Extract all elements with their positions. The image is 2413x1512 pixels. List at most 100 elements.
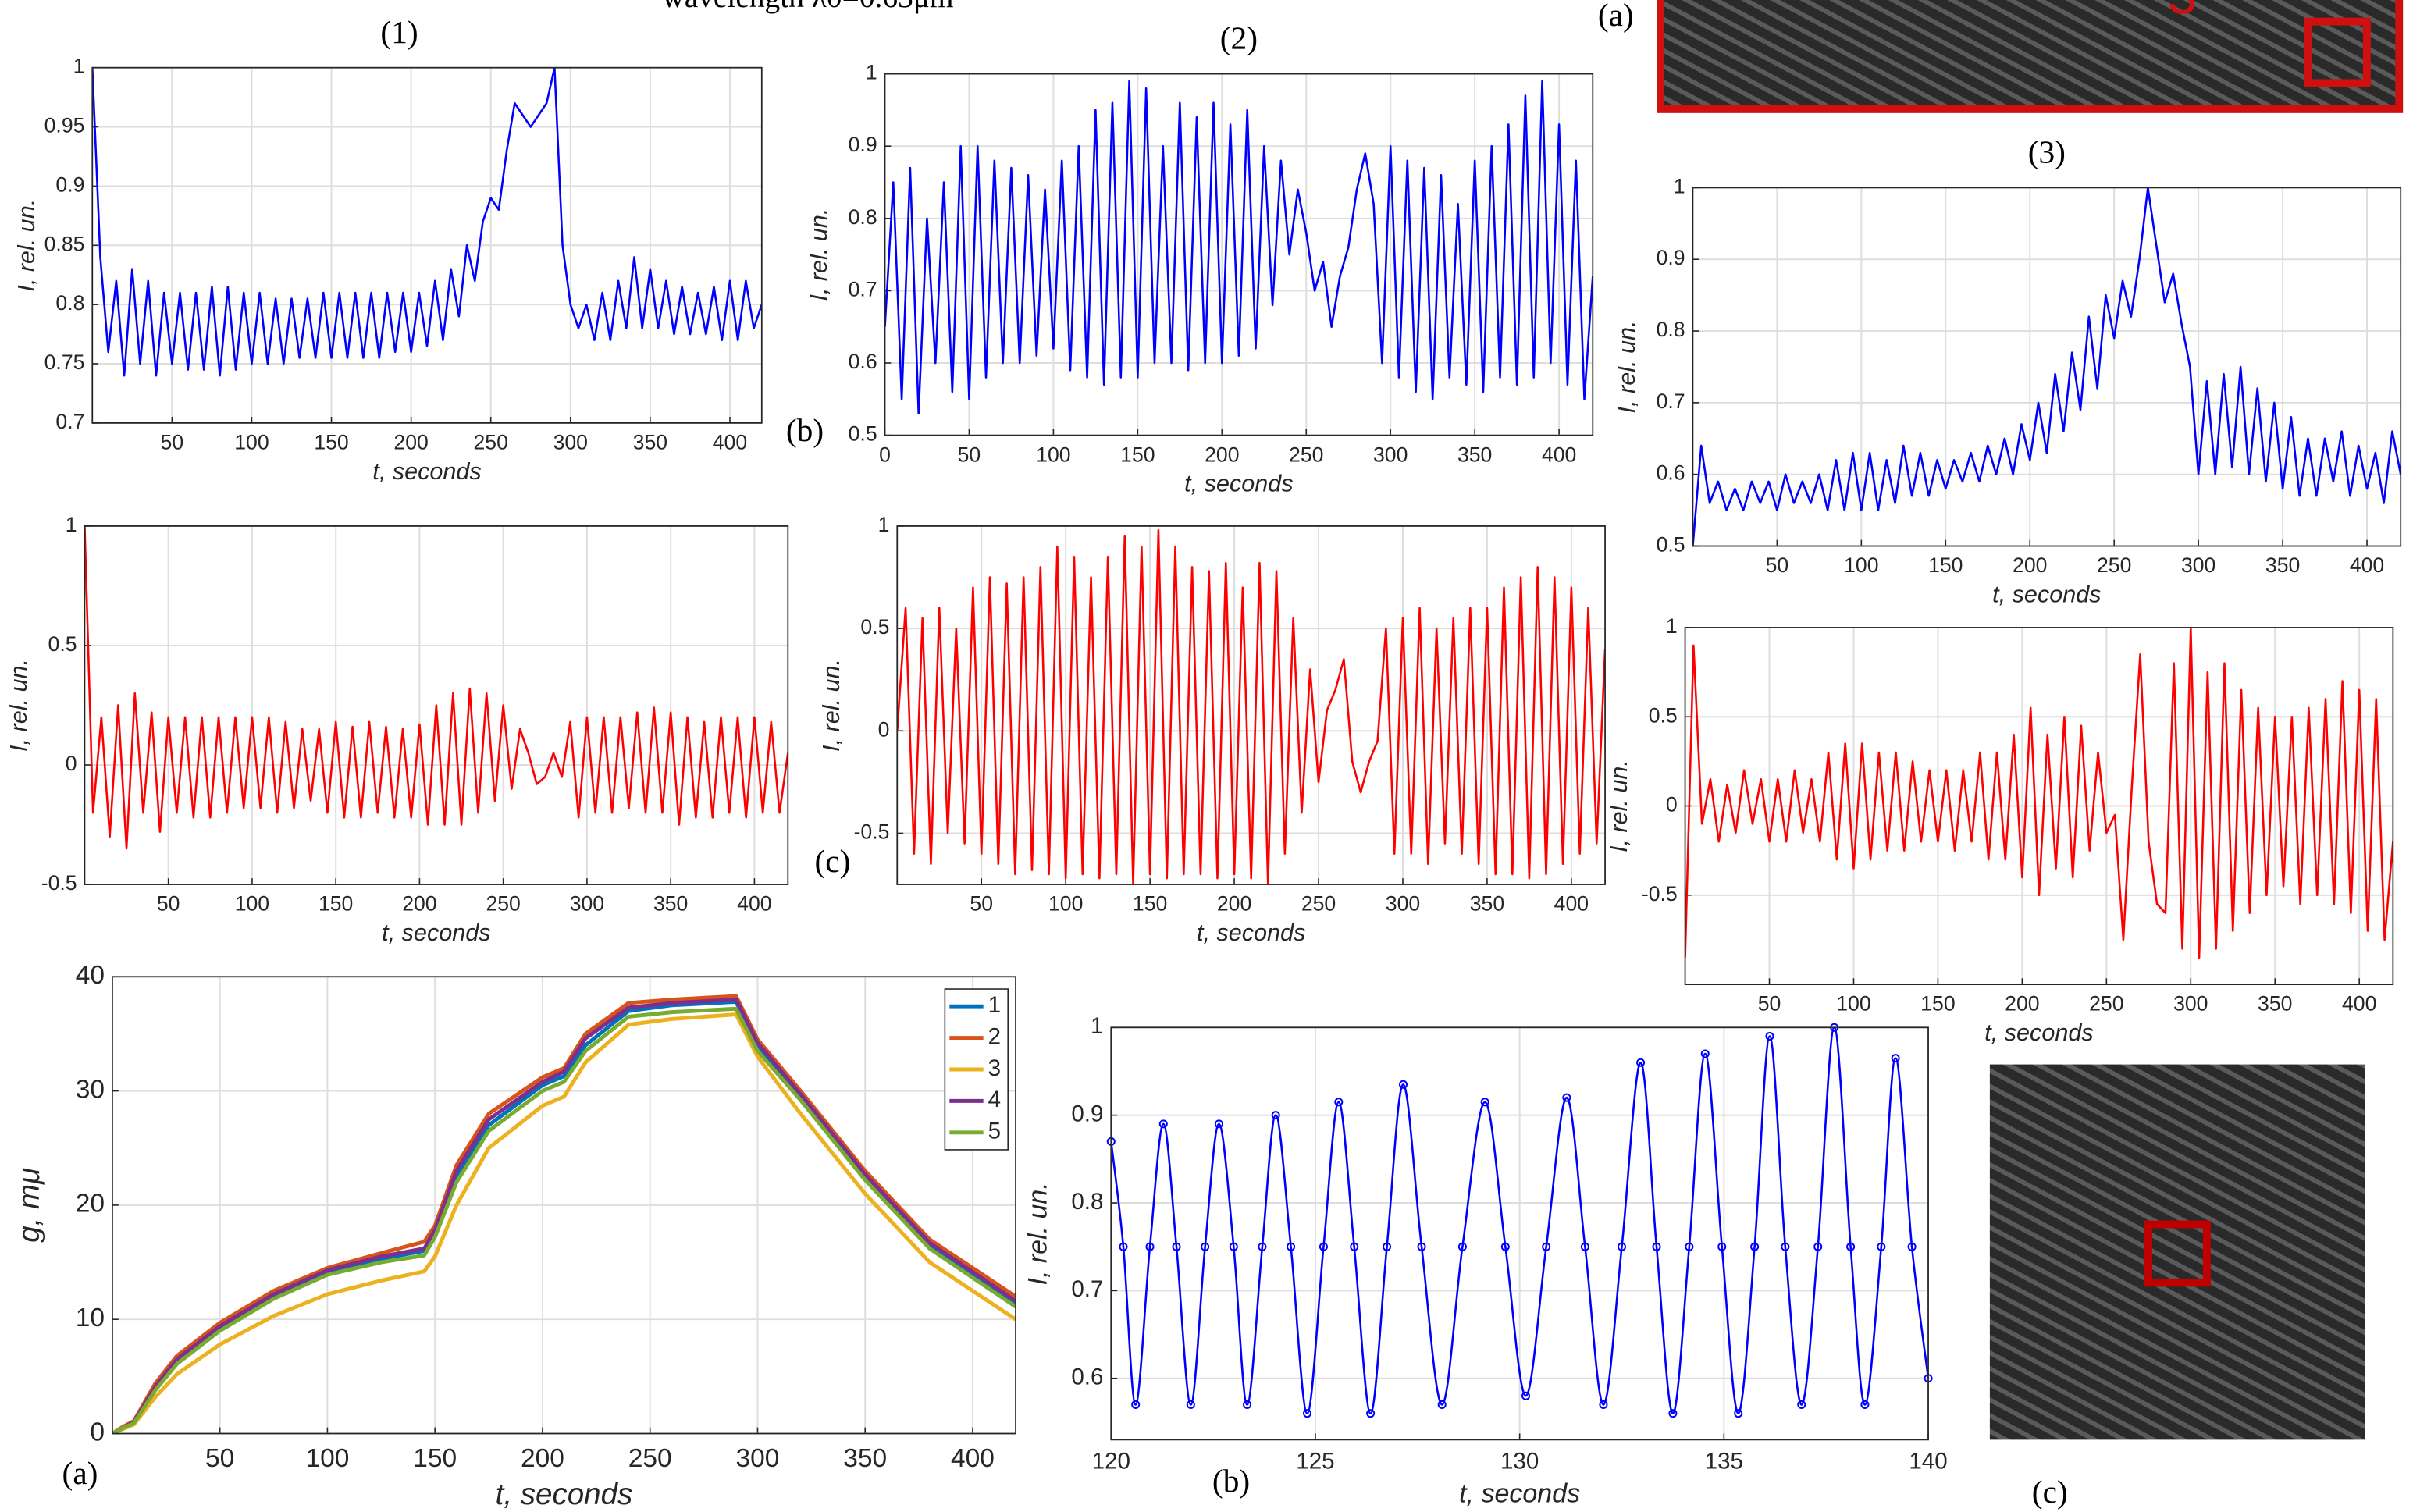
y-tick-label: 1	[866, 61, 877, 84]
x-tick-label: 200	[2013, 553, 2047, 577]
x-tick-label: 350	[843, 1444, 887, 1473]
x-tick-label: 200	[402, 892, 436, 916]
y-tick-label: 1	[1666, 614, 1678, 638]
x-tick-label: 120	[1092, 1449, 1130, 1475]
y-tick-label: 0.9	[1657, 246, 1685, 269]
y-tick-label: 0.9	[849, 133, 877, 156]
axes-box	[884, 73, 1594, 436]
data-point	[1781, 1242, 1790, 1251]
data-line	[897, 528, 1606, 885]
axes-box	[1692, 187, 2402, 547]
y-tick-label: 1	[878, 513, 890, 536]
y-tick-label: 0.6	[849, 350, 877, 373]
panel-label: (c)	[815, 843, 851, 880]
data-point	[1258, 1242, 1267, 1251]
data-point	[1271, 1111, 1280, 1120]
x-tick-label: 50	[205, 1444, 234, 1473]
data-point	[1846, 1242, 1856, 1251]
y-axis-label: I, rel. un.	[1606, 760, 1632, 852]
data-point	[1750, 1242, 1760, 1251]
x-tick-label: 350	[2258, 992, 2292, 1016]
data-line	[112, 994, 1016, 1434]
data-point	[1580, 1242, 1589, 1251]
x-tick-label: 300	[553, 431, 588, 454]
x-tick-label: 150	[314, 431, 348, 454]
data-point	[1521, 1391, 1531, 1400]
data-point	[1229, 1242, 1238, 1251]
x-tick-label: 150	[1120, 443, 1155, 466]
y-tick-label: 0.5	[849, 422, 877, 446]
y-tick-label: 0	[90, 1418, 105, 1446]
x-tick-label: 50	[1766, 553, 1789, 577]
x-tick-label: 50	[958, 443, 981, 466]
x-tick-label: 400	[951, 1444, 995, 1473]
y-tick-label: -0.5	[41, 871, 77, 895]
y-tick-label: 0.5	[48, 632, 77, 656]
data-point	[1668, 1409, 1678, 1418]
x-tick-label: 200	[1205, 443, 1239, 466]
caption: wavelength λ0=0.63μm	[662, 0, 954, 14]
chart: 50 100 150 200 250 300 350 400 0 10 20 30 40 t, secon…	[12, 961, 1016, 1511]
chart: 50 100 150 200 250 300 350 400 0.5 0.6 0.7 0.8 0.9 1 (…	[1614, 134, 2402, 607]
panel-label: (b)	[786, 412, 824, 449]
data-point	[1860, 1400, 1870, 1409]
data-point	[1700, 1049, 1710, 1058]
data-point	[1186, 1400, 1195, 1409]
data-point	[1158, 1119, 1168, 1129]
y-axis-label: I, rel. un.	[818, 659, 845, 752]
data-point	[1891, 1054, 1900, 1063]
x-tick-label: 150	[319, 892, 353, 916]
x-tick-label: 250	[2089, 992, 2123, 1016]
data-point	[1287, 1242, 1296, 1251]
x-tick-label: 50	[157, 892, 180, 916]
data-point	[1350, 1242, 1359, 1251]
data-point	[1243, 1400, 1252, 1409]
x-tick-label: 100	[1844, 553, 1878, 577]
data-point	[1172, 1242, 1181, 1251]
data-point	[1437, 1400, 1447, 1409]
y-tick-label: -0.5	[1642, 882, 1678, 905]
data-point	[1214, 1119, 1223, 1129]
y-tick-label: 1	[73, 55, 85, 78]
data-point	[1652, 1242, 1661, 1251]
data-point	[1145, 1242, 1155, 1251]
x-tick-label: 250	[474, 431, 508, 454]
x-tick-label: 200	[393, 431, 428, 454]
chart-title: (3)	[2028, 134, 2066, 171]
data-line	[112, 1006, 1016, 1434]
chart: 50 100 150 200 250 300 350 400 -0.5 0 0.5 1 t, secon…	[818, 513, 1606, 946]
y-axis-label: g, mμ	[12, 1168, 46, 1243]
data-line	[1111, 1027, 1929, 1414]
y-tick-label: 0.7	[849, 277, 877, 301]
y-tick-label: 0.5	[1657, 533, 1685, 557]
x-tick-label: 400	[2342, 992, 2376, 1016]
data-point	[1813, 1242, 1823, 1251]
axes-box	[1684, 627, 2394, 986]
photo-a: 3	[1657, 0, 2404, 113]
x-tick-label: 200	[1217, 892, 1251, 916]
roi-box	[2144, 1220, 2211, 1287]
x-tick-label: 400	[1542, 443, 1576, 466]
x-axis-label: t, seconds	[372, 458, 481, 485]
x-tick-label: 100	[235, 892, 269, 916]
y-tick-label: 1	[1674, 174, 1685, 197]
data-point	[1617, 1242, 1627, 1251]
legend-label: 2	[988, 1023, 1001, 1049]
data-point	[1366, 1409, 1376, 1418]
data-point	[1201, 1242, 1210, 1251]
x-tick-label: 300	[2181, 553, 2215, 577]
y-tick-label: 0.85	[44, 232, 85, 255]
x-axis-label: t, seconds	[1197, 920, 1305, 946]
y-tick-label: 1	[66, 513, 77, 536]
data-point	[1685, 1242, 1694, 1251]
x-tick-label: 150	[1928, 553, 1963, 577]
x-tick-label: 200	[521, 1444, 564, 1473]
y-tick-label: 20	[76, 1190, 105, 1218]
x-tick-label: 150	[1920, 992, 1955, 1016]
data-line	[1685, 627, 2393, 959]
chart-title: (1)	[380, 14, 418, 51]
x-axis-label: t, seconds	[382, 920, 490, 946]
x-axis-label: t, seconds	[1992, 581, 2101, 607]
x-tick-label: 0	[879, 443, 891, 466]
